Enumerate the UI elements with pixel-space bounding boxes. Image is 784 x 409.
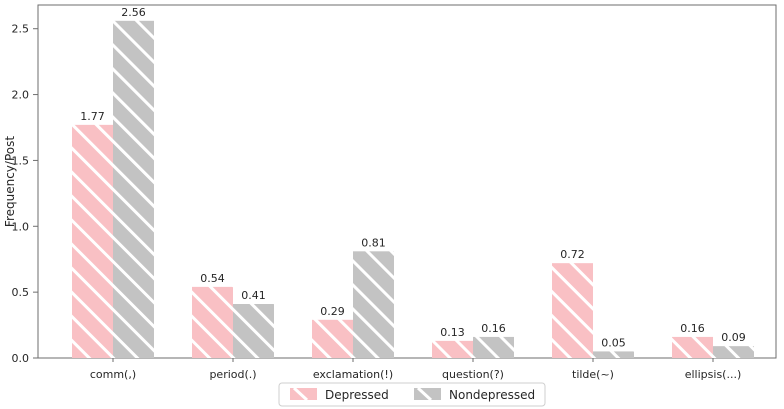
y-tick-label: 2.5 — [12, 23, 30, 36]
bar-value-label: 0.72 — [560, 248, 585, 261]
y-tick-label: 2.0 — [12, 89, 30, 102]
x-tick-label: exclamation(!) — [313, 368, 393, 381]
bar-value-label: 2.56 — [121, 6, 146, 19]
bar — [113, 20, 154, 358]
bar — [672, 336, 713, 358]
bar-value-label: 0.54 — [200, 272, 225, 285]
plot-border — [37, 4, 777, 359]
x-tick-label: ellipsis(...) — [685, 368, 742, 381]
bar — [72, 124, 113, 358]
legend-swatch-hatch — [292, 386, 309, 402]
x-tick-label: comm(,) — [90, 368, 136, 381]
x-tick-label: period(.) — [209, 368, 256, 381]
bar — [192, 286, 233, 358]
y-tick-label: 0.0 — [12, 352, 30, 365]
bar-value-label: 0.09 — [721, 331, 746, 344]
y-axis-label: Frequency/Post — [3, 136, 17, 227]
bar — [552, 263, 593, 358]
bar — [312, 319, 353, 358]
legend: Depressed Nondepressed — [278, 382, 546, 407]
y-tick-label: 1.0 — [12, 220, 30, 233]
bar — [593, 351, 634, 358]
legend-label: Nondepressed — [449, 388, 535, 402]
bar-value-label: 0.16 — [481, 322, 506, 335]
bar — [473, 336, 514, 358]
bar-value-label: 0.16 — [680, 322, 705, 335]
bar-value-label: 0.81 — [361, 236, 386, 249]
bar-value-label: 0.05 — [601, 336, 626, 349]
bar — [432, 340, 473, 358]
y-tick-label: 0.5 — [12, 286, 30, 299]
legend-label: Depressed — [325, 388, 389, 402]
bar-value-label: 0.29 — [320, 305, 345, 318]
legend-item: Nondepressed — [414, 386, 535, 402]
bar — [353, 251, 394, 358]
y-tick-label: 1.5 — [12, 154, 30, 167]
legend-box — [278, 382, 546, 407]
bar — [713, 346, 754, 358]
x-tick-label: tilde(~) — [572, 368, 614, 381]
legend-item: Depressed — [290, 386, 389, 402]
bar-value-label: 1.77 — [80, 110, 105, 123]
bar-value-label: 0.13 — [440, 326, 465, 339]
legend-swatch-hatch — [416, 386, 433, 402]
bar — [233, 303, 274, 358]
bar-value-label: 0.41 — [241, 289, 266, 302]
x-tick-label: question(?) — [442, 368, 504, 381]
